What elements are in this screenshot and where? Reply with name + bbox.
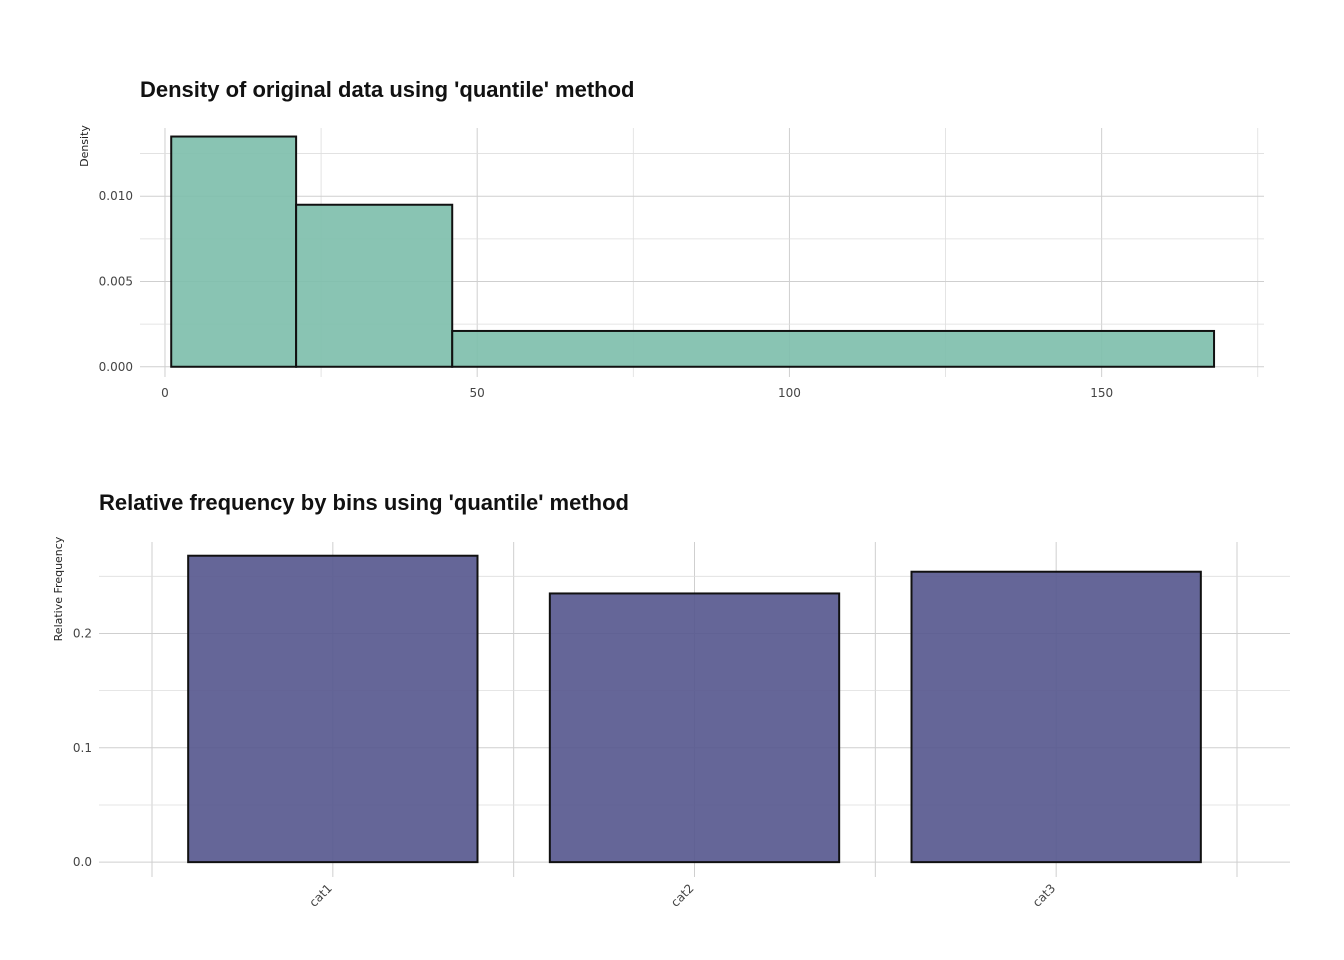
y-tick-label: 0.1	[73, 741, 92, 755]
histogram-bar	[451, 329, 1216, 368]
x-tick-label: 0	[161, 386, 169, 400]
frequency-y-axis-label: Relative Frequency	[52, 536, 65, 641]
density-chart-bars	[170, 135, 1216, 368]
frequency-bar-cat2	[548, 592, 841, 864]
histogram-bar	[295, 203, 454, 368]
frequency-bar-cat3	[910, 570, 1202, 864]
frequency-chart-title: Relative frequency by bins using 'quanti…	[99, 490, 629, 515]
frequency-chart-ticks: cat1 cat2 cat3 0.0 0.1 0.2	[73, 626, 1058, 909]
x-tick-label: cat2	[668, 881, 696, 909]
x-tick-label: 50	[470, 386, 485, 400]
y-tick-label: 0.000	[99, 360, 133, 374]
x-tick-label: cat1	[306, 881, 334, 909]
x-tick-label: 100	[778, 386, 801, 400]
relative-frequency-chart: Relative frequency by bins using 'quanti…	[52, 490, 1290, 910]
density-chart-title: Density of original data using 'quantile…	[140, 77, 635, 102]
frequency-bar-cat1	[187, 554, 479, 864]
histogram-bar	[170, 135, 298, 368]
x-tick-label: cat3	[1030, 881, 1058, 909]
y-tick-label: 0.005	[99, 274, 133, 288]
y-tick-label: 0.0	[73, 855, 92, 869]
y-tick-label: 0.010	[99, 189, 133, 203]
density-histogram-chart: Density of original data using 'quantile…	[78, 77, 1264, 400]
density-chart-ticks: 0 50 100 150 0.000 0.005 0.010	[99, 189, 1113, 400]
frequency-chart-bars	[187, 554, 1202, 864]
x-tick-label: 150	[1090, 386, 1113, 400]
density-y-axis-label: Density	[78, 125, 91, 167]
y-tick-label: 0.2	[73, 626, 92, 640]
